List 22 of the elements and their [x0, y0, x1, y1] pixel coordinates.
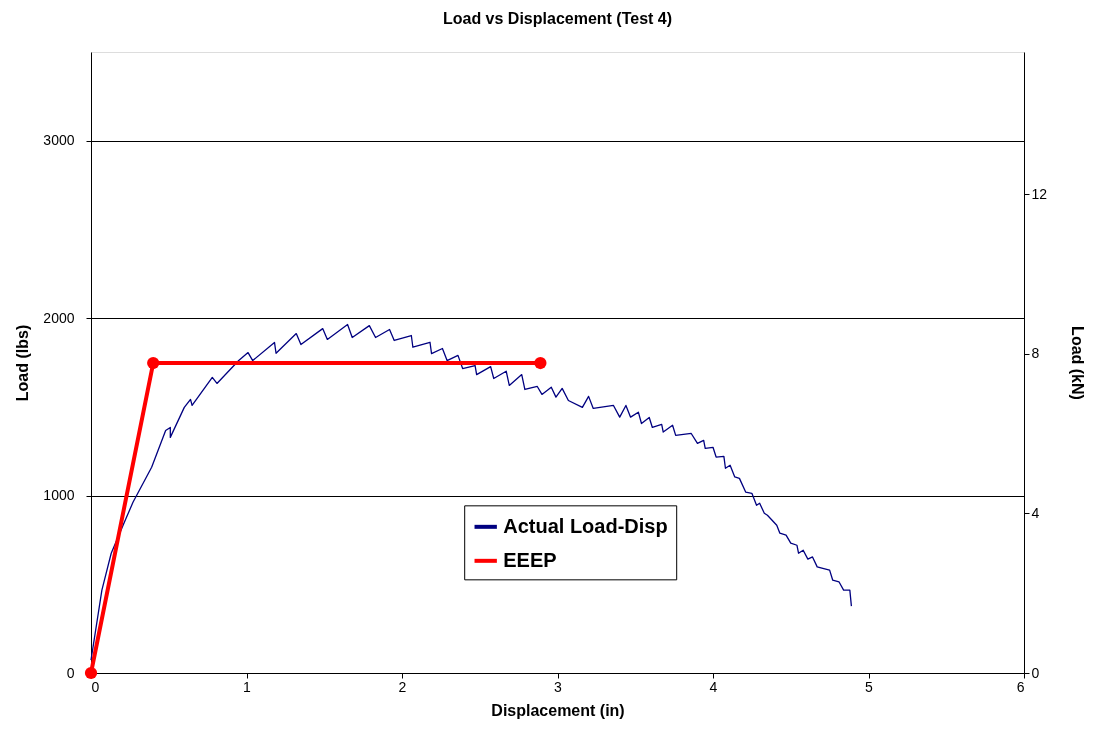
y-tick-label: 0 — [66, 664, 75, 681]
x-tick-label: 4 — [709, 678, 718, 695]
y-axis-title: Load (lbs) — [14, 324, 32, 402]
chart-title: Load vs Displacement (Test 4) — [442, 10, 673, 28]
legend-label: EEEP — [503, 548, 557, 571]
x-tick-label: 3 — [554, 678, 563, 695]
y-tick-label: 1000 — [43, 487, 75, 504]
x-axis-title: Displacement (in) — [491, 701, 625, 719]
x-tick-label: 5 — [865, 678, 874, 695]
y2-axis-title: Load (kN) — [1069, 326, 1087, 400]
legend-label: Actual Load-Disp — [503, 514, 668, 537]
y2-tick-label: 4 — [1031, 504, 1040, 521]
x-tick-label: 6 — [1016, 678, 1025, 695]
line-series — [90, 323, 853, 661]
y2-tick-label: 0 — [1031, 664, 1040, 681]
y-tick-label: 2000 — [43, 309, 75, 326]
x-tick-label: 0 — [91, 678, 100, 695]
y-tick-label: 3000 — [43, 132, 75, 149]
x-tick-label: 1 — [243, 678, 252, 695]
y2-tick-label: 8 — [1031, 345, 1040, 362]
y2-tick-label: 12 — [1031, 185, 1048, 202]
x-tick-label: 2 — [398, 678, 407, 695]
